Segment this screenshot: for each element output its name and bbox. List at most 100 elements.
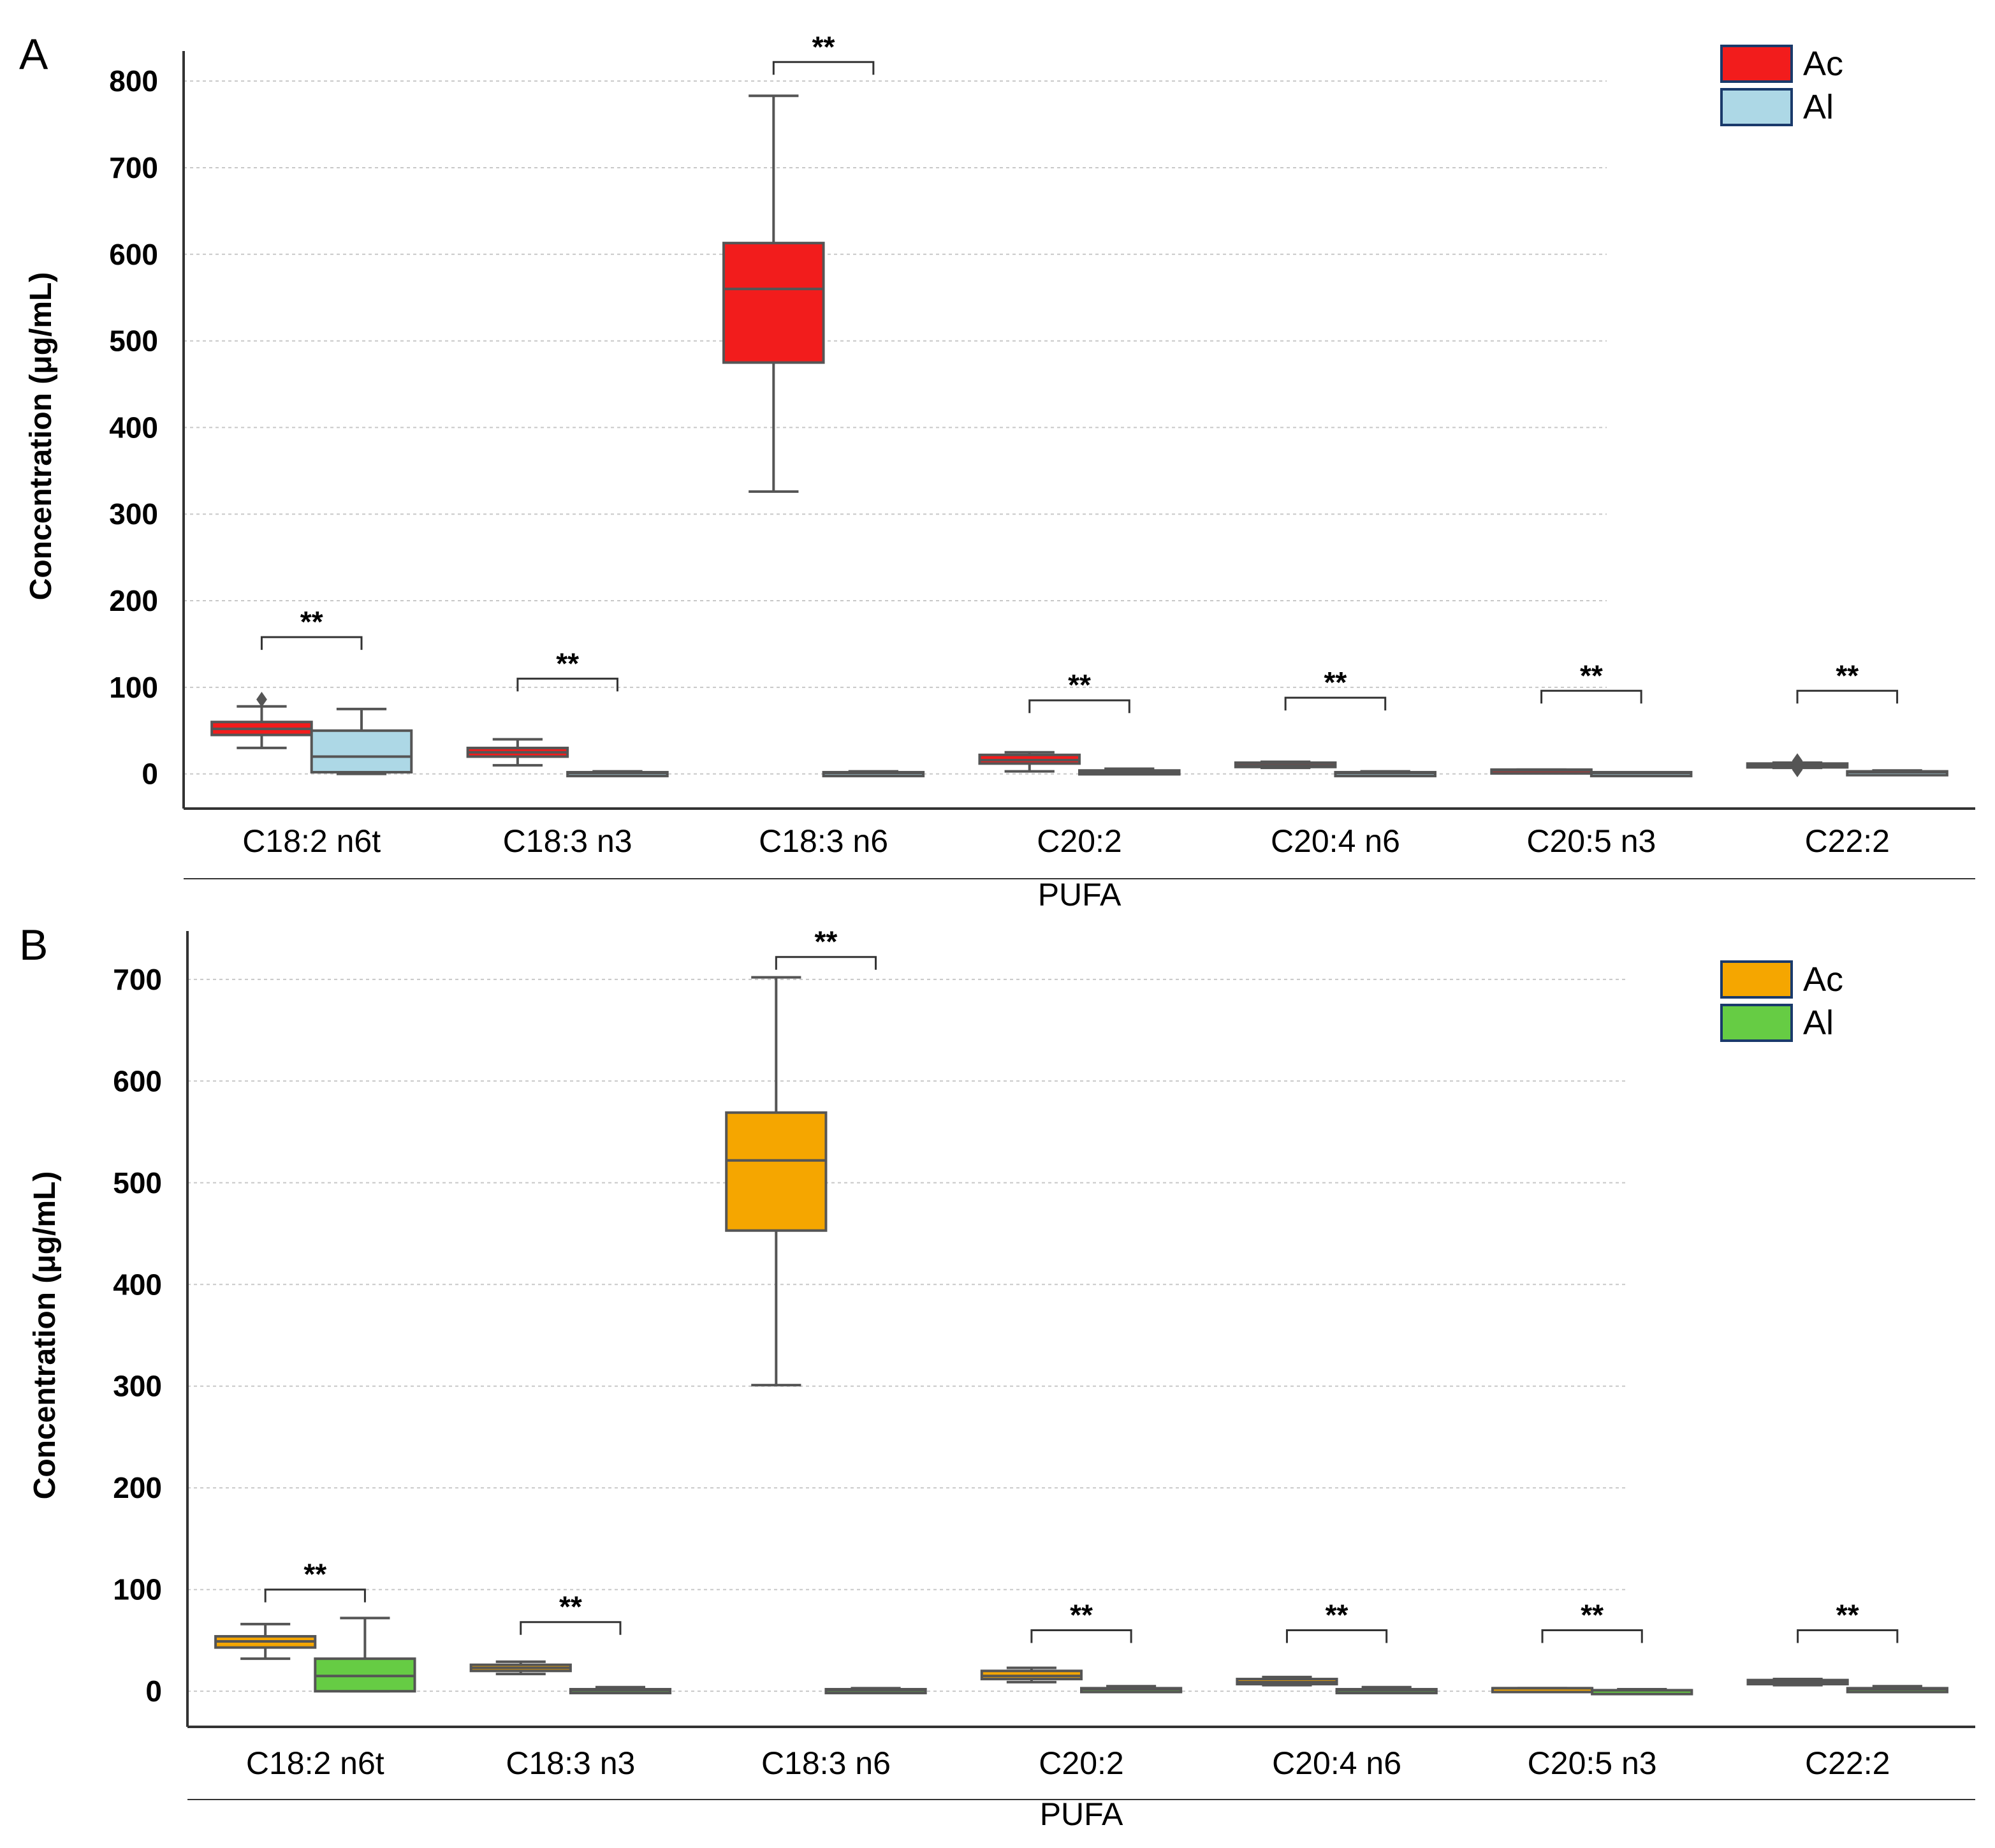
significance-bracket <box>516 677 618 692</box>
box-al-c22-2 <box>1846 769 1948 777</box>
legend-swatch-al <box>1720 1004 1793 1042</box>
panel-label: B <box>19 921 48 969</box>
outlier-point <box>1792 761 1803 777</box>
x-tick-label-c20-5-n3: C20:5 n3 <box>1528 1745 1657 1781</box>
significance-bracket <box>772 61 875 75</box>
box-al-c18-3-n6 <box>824 1687 927 1694</box>
y-tick-label: 0 <box>145 1675 162 1708</box>
x-tick-label-c20-4-n6: C20:4 n6 <box>1271 823 1400 859</box>
y-tick-label: 500 <box>113 1166 162 1199</box>
significance-label: ** <box>1581 1598 1604 1631</box>
significance-label: ** <box>1836 1598 1859 1631</box>
significance-bracket <box>1030 1629 1132 1643</box>
significance-bracket <box>520 1621 622 1635</box>
significance-c20-4-n6: ** <box>1284 666 1387 711</box>
legend: Ac Al <box>1720 960 1843 1042</box>
y-axis-label: Concentration (μg/mL) <box>28 1171 62 1500</box>
significance-label: ** <box>303 1558 326 1591</box>
significance-bracket <box>1285 1629 1388 1643</box>
box-al-c18-3-n3 <box>569 1685 672 1694</box>
box-al-c18-3-n3 <box>566 770 669 777</box>
box-al-c18-2-n6t <box>310 707 413 775</box>
y-tick-label: 300 <box>109 497 158 531</box>
box-ac-c20-2 <box>980 1666 1083 1683</box>
significance-c20-2: ** <box>1030 1598 1132 1643</box>
y-tick-label: 400 <box>113 1268 162 1301</box>
significance-label: ** <box>1326 1598 1348 1631</box>
y-tick-label: 700 <box>113 963 162 996</box>
panel-label: A <box>19 30 48 78</box>
legend-label-ac: Ac <box>1803 960 1843 999</box>
box-ac-c20-2 <box>978 751 1081 773</box>
significance-c20-4-n6: ** <box>1285 1598 1388 1643</box>
significance-c18-2-n6t: ** <box>264 1558 366 1602</box>
significance-label: ** <box>559 1590 582 1624</box>
box-ac-c20-5-n3 <box>1491 1687 1594 1694</box>
box-al-c20-2 <box>1078 767 1181 776</box>
y-tick-label: 200 <box>109 584 158 617</box>
significance-bracket <box>1284 696 1387 711</box>
box-ac-c18-3-n3 <box>466 738 569 767</box>
box-al-c18-2-n6t <box>314 1617 416 1693</box>
outlier-point <box>1792 753 1803 769</box>
y-tick-label: 0 <box>142 758 158 791</box>
significance-c22-2: ** <box>1797 1598 1899 1643</box>
y-tick-label: 400 <box>109 411 158 444</box>
legend-label-al: Al <box>1803 88 1834 126</box>
box-ac-c18-3-n3 <box>469 1660 572 1676</box>
significance-label: ** <box>300 605 323 638</box>
y-tick-label: 100 <box>109 671 158 704</box>
x-tick-label-c20-4-n6: C20:4 n6 <box>1272 1745 1401 1781</box>
legend-swatch-ac <box>1720 45 1793 83</box>
significance-bracket <box>775 956 877 970</box>
significance-c20-2: ** <box>1028 668 1130 714</box>
significance-c18-3-n3: ** <box>516 647 618 692</box>
box-al-c20-5-n3 <box>1589 770 1693 777</box>
x-tick-label-c22-2: C22:2 <box>1805 1745 1890 1781</box>
significance-bracket <box>260 636 363 650</box>
significance-bracket <box>264 1588 366 1602</box>
panel-a: A 0 100 200 300 400 500 600 700 800 Concentration … <box>19 30 1975 913</box>
x-tick-label-c20-5-n3: C20:5 n3 <box>1526 823 1656 859</box>
significance-bracket <box>1541 1629 1643 1643</box>
x-tick-label-c20-2: C20:2 <box>1039 1745 1123 1781</box>
y-tick-label: 100 <box>113 1573 162 1606</box>
box-al-c22-2 <box>1846 1685 1948 1694</box>
box-ac-c18-2-n6t <box>214 1622 317 1661</box>
box-al-c20-2 <box>1080 1685 1183 1694</box>
panel-b: B 0 100 200 300 400 500 600 700 Concentration (μg… <box>19 921 1975 1832</box>
y-tick-label: 300 <box>113 1370 162 1403</box>
significance-bracket <box>1540 689 1642 704</box>
box-ac-c18-3-n6 <box>722 94 825 493</box>
significance-c18-3-n6: ** <box>772 30 875 75</box>
x-tick-label-c22-2: C22:2 <box>1805 823 1890 859</box>
x-tick-label-c20-2: C20:2 <box>1037 823 1122 859</box>
y-tick-label: 800 <box>109 64 158 98</box>
significance-c18-2-n6t: ** <box>260 605 363 650</box>
y-tick-label: 500 <box>109 325 158 358</box>
significance-label: ** <box>1324 666 1347 699</box>
y-tick-label: 600 <box>113 1064 162 1097</box>
significance-c18-3-n3: ** <box>520 1590 622 1635</box>
x-tick-label-c18-3-n6: C18:3 n6 <box>761 1745 891 1781</box>
significance-label: ** <box>815 925 838 958</box>
box-al-c20-4-n6 <box>1334 770 1436 777</box>
iqr-box <box>725 1111 828 1232</box>
legend: Ac Al <box>1720 45 1843 126</box>
significance-bracket <box>1028 699 1130 714</box>
significance-c20-5-n3: ** <box>1541 1598 1643 1643</box>
legend-swatch-ac <box>1720 960 1793 999</box>
significance-label: ** <box>812 30 835 63</box>
x-tick-label-c18-2-n6t: C18:2 n6t <box>246 1745 384 1781</box>
x-tick-label-c18-2-n6t: C18:2 n6t <box>242 823 381 859</box>
iqr-box <box>310 729 413 774</box>
x-tick-label-c18-3-n6: C18:3 n6 <box>759 823 888 859</box>
box-al-c20-4-n6 <box>1335 1685 1438 1694</box>
significance-bracket <box>1796 689 1899 704</box>
significance-bracket <box>1797 1629 1899 1643</box>
legend-label-ac: Ac <box>1803 45 1843 83</box>
significance-label: ** <box>1836 659 1859 692</box>
x-tick-label-c18-3-n3: C18:3 n3 <box>503 823 632 859</box>
y-tick-label: 200 <box>113 1471 162 1504</box>
